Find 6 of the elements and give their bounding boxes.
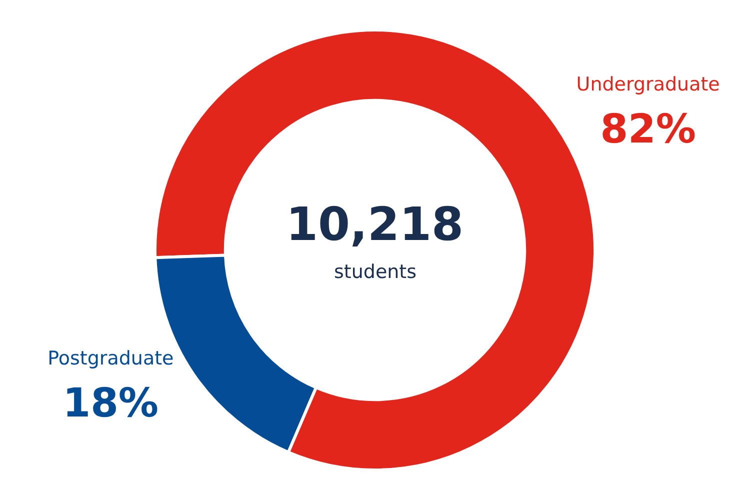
slice-label: Postgraduate <box>48 347 174 370</box>
data-label: 82% <box>600 106 696 153</box>
text: 10,218 <box>286 197 464 251</box>
data-label: 18% <box>62 380 159 426</box>
slice-label: Undergraduate <box>576 74 720 96</box>
text: students <box>334 261 417 283</box>
